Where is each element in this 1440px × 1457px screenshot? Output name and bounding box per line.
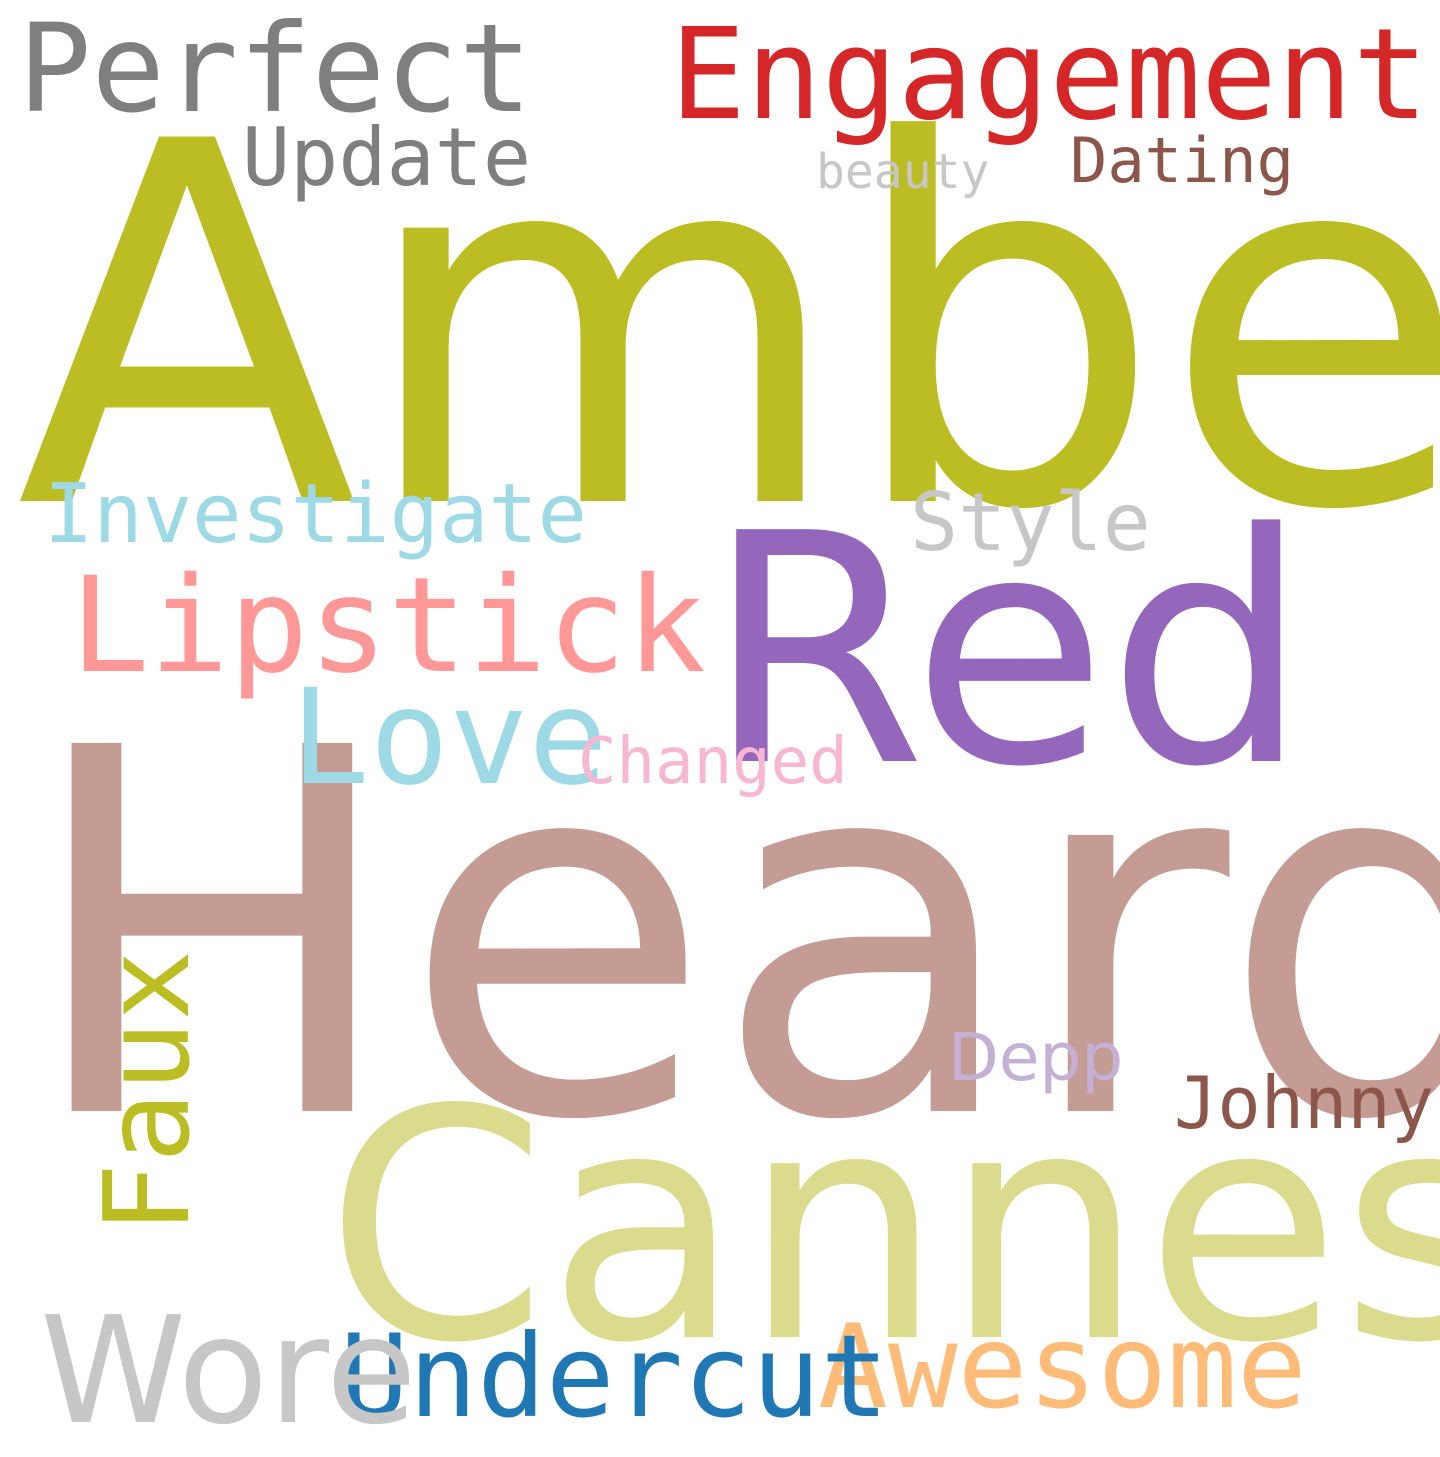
word-wore: Wore	[40, 1285, 417, 1457]
word-engagement: Engagement	[670, 1, 1429, 148]
word-changed: Changed	[578, 725, 848, 799]
word-red: Red	[705, 466, 1310, 836]
word-beauty: beauty	[816, 144, 990, 200]
word-perfect: Perfect	[18, 0, 533, 140]
word-update: Update	[242, 111, 531, 204]
word-cannes: Cannes	[325, 1042, 1440, 1412]
word-love: Love	[290, 661, 608, 815]
word-depp: Depp	[948, 1019, 1124, 1096]
word-lipstick: Lipstick	[70, 549, 706, 703]
word-investigate: Investigate	[44, 467, 588, 562]
word-faux: Faux	[78, 949, 216, 1234]
word-amber: Amber	[16, 37, 1440, 619]
word-undercut: Undercut	[340, 1310, 890, 1443]
word-awesome: Awesome	[818, 1300, 1307, 1435]
word-johnny: Johnny	[1174, 1061, 1435, 1145]
word-style: Style	[910, 476, 1151, 569]
word-dating: Dating	[1070, 124, 1294, 197]
word-heard: Heard	[22, 643, 1440, 1231]
